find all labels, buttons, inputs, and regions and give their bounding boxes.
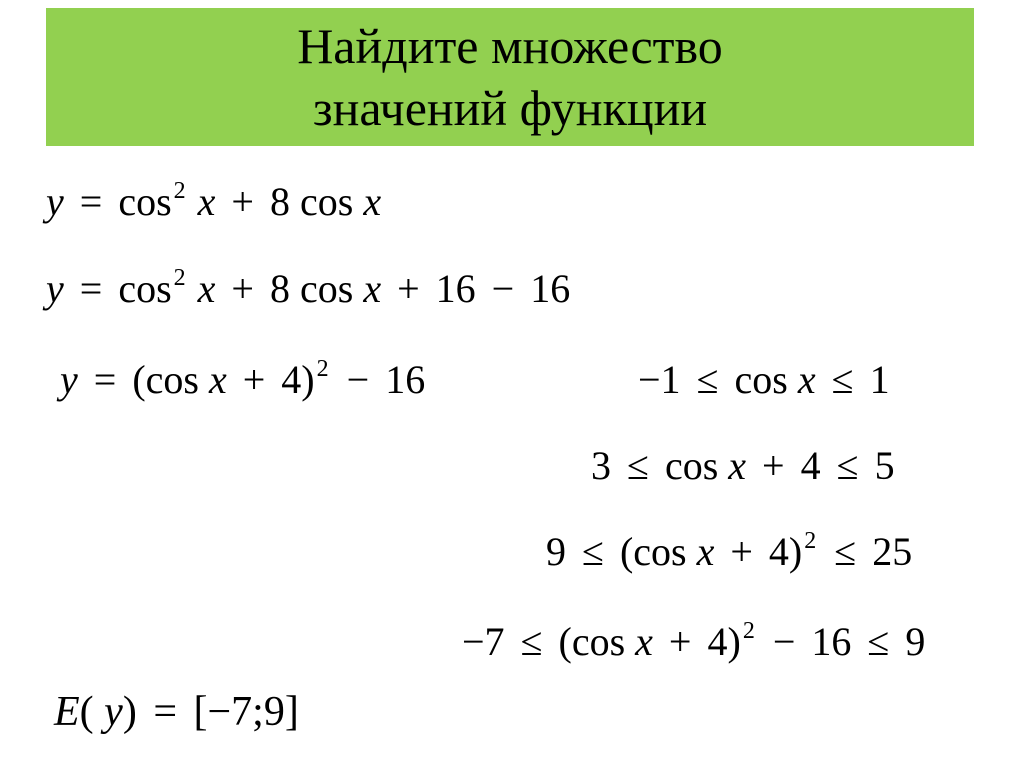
cos: cos [118, 266, 171, 311]
title-line-2: значений функции [46, 77, 974, 140]
inequality-1: −1 ≤ cos x ≤ 1 [638, 356, 890, 403]
plus-sign: + [225, 179, 260, 224]
exponent: 2 [743, 618, 755, 644]
neg-7: −7 [462, 619, 505, 664]
exponent: 2 [174, 178, 186, 204]
exponent: 2 [317, 356, 329, 382]
paren-cos: (cos [559, 619, 626, 664]
equation-2: y = cos2 x + 8 cos x + 16 − 16 [46, 265, 570, 312]
slide: Найдите множество значений функции y = c… [0, 0, 1024, 768]
plus-sign: + [225, 266, 260, 311]
equals-sign: = [147, 689, 183, 735]
coef-8: 8 [270, 179, 290, 224]
func-E: E [54, 689, 80, 735]
paren-cos: (cos [132, 357, 199, 402]
var-x: x [363, 266, 381, 311]
neg-1: −1 [638, 357, 681, 402]
le-sign: ≤ [861, 619, 895, 664]
inequality-4: −7 ≤ (cos x + 4)2 − 16 ≤ 9 [462, 618, 925, 665]
var-x: x [635, 619, 653, 664]
num-5: 5 [875, 443, 895, 488]
exponent: 2 [804, 528, 816, 554]
var-x: x [198, 179, 216, 224]
equals-sign: = [74, 266, 109, 311]
var-x: x [697, 529, 715, 574]
minus-sign: − [767, 619, 802, 664]
var-x: x [209, 357, 227, 402]
num-1: 1 [870, 357, 890, 402]
num-16: 16 [530, 266, 570, 311]
var-x: x [363, 179, 381, 224]
var-y: y [104, 689, 123, 735]
num-16: 16 [436, 266, 476, 311]
le-sign: ≤ [831, 443, 865, 488]
plus-sign: + [663, 619, 698, 664]
plus-sign: + [724, 529, 759, 574]
cos: cos [118, 179, 171, 224]
minus-sign: − [341, 357, 376, 402]
var-y: y [60, 357, 78, 402]
cos: cos [665, 443, 718, 488]
le-sign: ≤ [828, 529, 862, 574]
cos: cos [735, 357, 788, 402]
minus-sign: − [486, 266, 521, 311]
num-9: 9 [546, 529, 566, 574]
var-x: x [798, 357, 816, 402]
num-3: 3 [591, 443, 611, 488]
cos: cos [300, 179, 353, 224]
var-y: y [46, 266, 64, 311]
num-4-paren: 4) [707, 619, 740, 664]
paren-cos: (cos [620, 529, 687, 574]
equation-3: y = (cos x + 4)2 − 16 [60, 356, 425, 403]
inequality-2: 3 ≤ cos x + 4 ≤ 5 [591, 442, 895, 489]
cos: cos [300, 266, 353, 311]
num-4-paren: 4) [769, 529, 802, 574]
equals-sign: = [74, 179, 109, 224]
le-sign: ≤ [576, 529, 610, 574]
num-4: 4 [801, 443, 821, 488]
result-range: E( y) = [−7;9] [54, 688, 299, 736]
plus-sign: + [756, 443, 791, 488]
le-sign: ≤ [621, 443, 655, 488]
num-4-paren: 4) [281, 357, 314, 402]
le-sign: ≤ [691, 357, 725, 402]
exponent: 2 [174, 265, 186, 291]
title-line-1: Найдите множество [46, 15, 974, 78]
var-y: y [46, 179, 64, 224]
num-9: 9 [905, 619, 925, 664]
num-16: 16 [385, 357, 425, 402]
slide-title: Найдите множество значений функции [46, 8, 974, 146]
var-x: x [728, 443, 746, 488]
equation-1: y = cos2 x + 8 cos x [46, 178, 381, 225]
num-16: 16 [811, 619, 851, 664]
num-25: 25 [872, 529, 912, 574]
plus-sign: + [237, 357, 272, 402]
le-sign: ≤ [515, 619, 549, 664]
plus-sign: + [391, 266, 426, 311]
equals-sign: = [88, 357, 123, 402]
coef-8: 8 [270, 266, 290, 311]
interval: [−7;9] [194, 689, 299, 735]
var-x: x [198, 266, 216, 311]
le-sign: ≤ [826, 357, 860, 402]
inequality-3: 9 ≤ (cos x + 4)2 ≤ 25 [546, 528, 912, 575]
